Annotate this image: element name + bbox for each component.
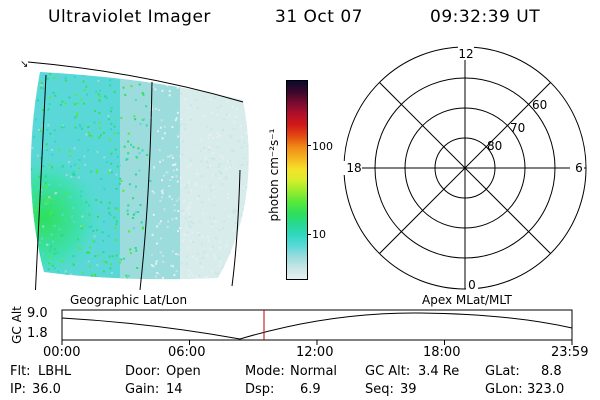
colorbar-tick-mark [307, 234, 311, 235]
mode-value: Normal [290, 364, 338, 379]
polar-hour-18: 18 [346, 161, 361, 175]
apex-label: Apex MLat/MLT [422, 293, 512, 307]
grid-latitude-line [27, 61, 244, 103]
timeline-xtick-1800: 18:00 [423, 345, 461, 360]
timeline-axis-title: GC Alt [9, 306, 24, 344]
instrument-title: Ultraviolet Imager [48, 7, 211, 27]
glon-value: 323.0 [527, 382, 565, 397]
altitude-timeline-plot [61, 309, 573, 345]
grid-longitude-line [231, 169, 241, 287]
colorbar [286, 80, 308, 280]
timeline-xtick-0600: 06:00 [168, 345, 206, 360]
seq-value: 39 [400, 382, 417, 397]
time-label: 09:32:39 UT [430, 7, 541, 27]
filter-label: Flt: [10, 364, 31, 379]
glat-value: 8.8 [541, 364, 562, 379]
timeline-xtick-1200: 12:00 [296, 345, 334, 360]
ip-label: IP: [10, 382, 27, 397]
timeline-xtick-2359: 23:59 [551, 345, 589, 360]
grid-longitude-line [139, 81, 153, 290]
ip-value: 36.0 [32, 382, 61, 397]
timeline-xtick-0000: 00:00 [43, 345, 81, 360]
glat-label: GLat: [485, 364, 520, 379]
uv-image: ↘ [20, 59, 249, 290]
polar-plot: 12 18 6 0 80 70 60 [342, 46, 587, 292]
grid-longitude-line [34, 74, 47, 290]
door-value: Open [166, 364, 201, 379]
colorbar-unit-label: photon cm⁻²s⁻¹ [267, 128, 281, 222]
timeline-ytick-min: 1.8 [27, 326, 48, 341]
filter-value: LBHL [38, 364, 72, 379]
gcalt-label: GC Alt: [365, 364, 411, 379]
gain-label: Gain: [125, 382, 160, 397]
polar-hour-12: 12 [458, 47, 473, 61]
polar-hour-6: 6 [575, 161, 583, 175]
polar-diagonal [379, 82, 551, 254]
gcalt-value: 3.4 Re [418, 364, 460, 379]
polar-hour-0: 0 [468, 278, 476, 292]
altitude-curve [61, 312, 573, 340]
polar-lat-70: 70 [510, 121, 525, 135]
mode-label: Mode: [245, 364, 285, 379]
date-label: 31 Oct 07 [275, 7, 363, 27]
dsp-label: Dsp: [245, 382, 275, 397]
colorbar-tick-10: 10 [312, 228, 326, 241]
door-label: Door: [125, 364, 161, 379]
geographic-label: Geographic Lat/Lon [70, 293, 188, 307]
polar-lat-80: 80 [487, 139, 502, 153]
colorbar-tick-100: 100 [312, 140, 333, 153]
timeline-ytick-max: 9.0 [27, 306, 48, 321]
seq-label: Seq: [365, 382, 394, 397]
grid-corner-marker: ↘ [20, 59, 28, 70]
dsp-value: 6.9 [300, 382, 321, 397]
polar-lat-60: 60 [532, 98, 547, 112]
gain-value: 14 [166, 382, 183, 397]
colorbar-tick-mark [307, 145, 311, 146]
glon-label: GLon: [485, 382, 523, 397]
